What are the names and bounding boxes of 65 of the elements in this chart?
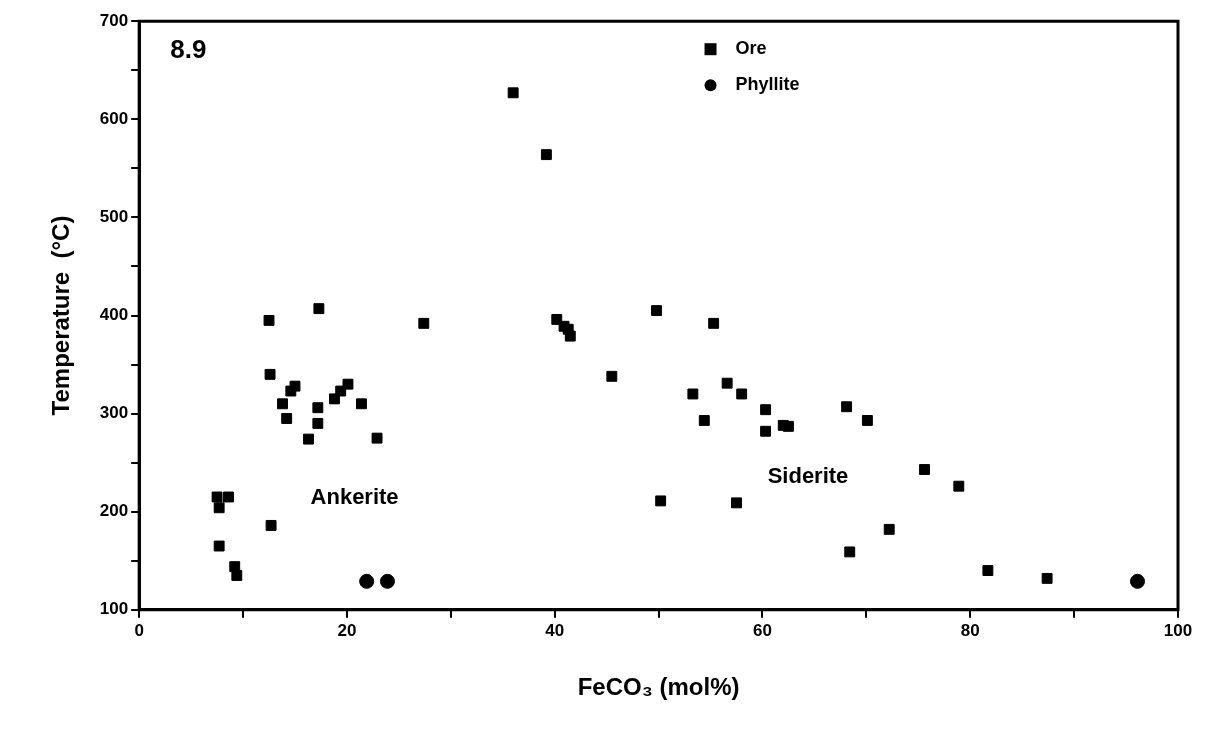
point (1041, 572, 1053, 584)
annotation: Siderite (767, 463, 849, 489)
annotation: Ankerite (310, 484, 399, 510)
point (342, 378, 354, 390)
point (883, 523, 895, 535)
point (211, 491, 223, 503)
point (356, 398, 367, 410)
point (540, 149, 552, 161)
x-tick-label: 100 (1163, 620, 1193, 640)
x-tick-label: 60 (753, 620, 772, 640)
point (736, 388, 748, 400)
point (285, 385, 297, 397)
y-tick-label: 200 (99, 501, 129, 521)
y-tick-label: 300 (99, 403, 129, 423)
point (277, 398, 288, 410)
point (760, 425, 772, 437)
y-axis-title: Temperature (°C) (47, 215, 75, 416)
point (919, 464, 930, 475)
annotation: 8.9 (170, 33, 207, 64)
point (1129, 573, 1145, 589)
point (731, 497, 742, 509)
point (953, 480, 965, 492)
x-axis-title: FeCO₃ (mol%) (577, 673, 740, 701)
point (721, 377, 733, 389)
y-tick-label: 600 (99, 108, 129, 128)
point (861, 415, 873, 426)
point (606, 370, 618, 382)
point (379, 573, 395, 589)
point (564, 330, 576, 342)
point (760, 404, 772, 416)
legend-label: Phyllite (735, 74, 800, 95)
y-tick-label: 500 (99, 207, 129, 227)
point (418, 317, 430, 329)
point (281, 413, 293, 424)
point (371, 432, 383, 444)
point (312, 417, 324, 429)
y-tick-label: 400 (99, 305, 129, 325)
point (651, 305, 662, 317)
point (312, 402, 324, 414)
point (982, 565, 994, 577)
point (223, 491, 234, 503)
x-tick-label: 40 (545, 620, 565, 640)
point (264, 368, 276, 380)
point (213, 502, 225, 514)
x-tick-label: 80 (960, 620, 980, 640)
y-tick-label: 700 (99, 10, 129, 30)
point (231, 570, 243, 581)
point (303, 433, 314, 445)
point (698, 415, 710, 426)
point (655, 495, 667, 507)
point (687, 388, 699, 400)
point (213, 540, 225, 552)
point (507, 87, 519, 99)
point (313, 303, 325, 315)
point (359, 573, 375, 589)
x-tick-label: 20 (337, 620, 357, 640)
y-tick-label: 100 (99, 599, 129, 619)
point (841, 401, 853, 413)
x-tick-label: 0 (134, 620, 144, 640)
point (263, 314, 275, 326)
legend-label: Ore (735, 38, 767, 59)
point (844, 546, 856, 558)
point (265, 519, 277, 531)
point (708, 317, 720, 329)
point (782, 420, 794, 432)
